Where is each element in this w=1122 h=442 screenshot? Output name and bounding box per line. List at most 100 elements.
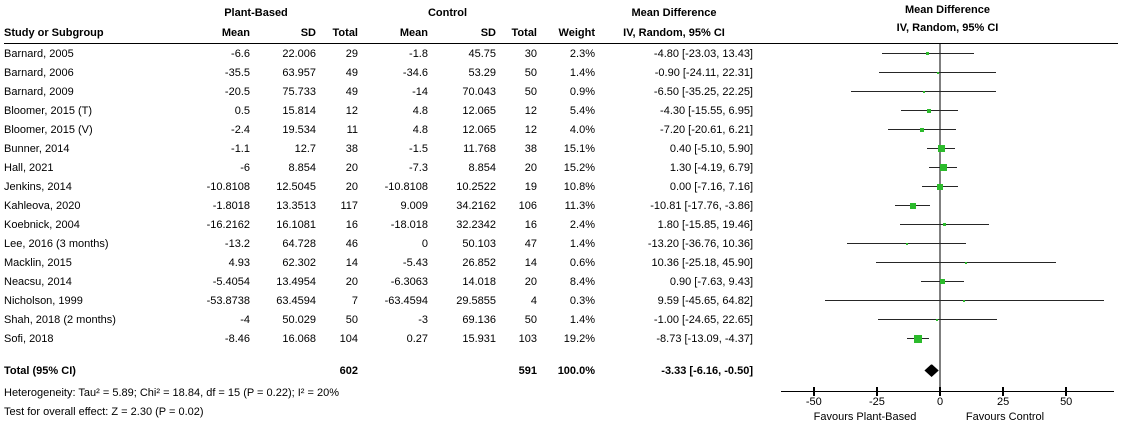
study-name: Hall, 2021 — [4, 161, 54, 174]
study-row: Bloomer, 2015 (V) -2.4 19.534 11 4.8 12.065 12… — [4, 120, 1118, 139]
axis-tick — [812, 387, 815, 396]
plant-total: 117 — [340, 199, 358, 212]
point-estimate-marker — [937, 145, 945, 152]
control-total: 12 — [524, 123, 537, 136]
zero-line — [939, 253, 941, 272]
effect-ci-text: -8.73 [-13.09, -4.37] — [656, 332, 753, 345]
plant-sd: 22.006 — [282, 47, 316, 60]
ci-plot-cell — [781, 101, 1114, 120]
study-name: Kahleova, 2020 — [4, 199, 81, 212]
control-total: 38 — [524, 142, 537, 155]
column-header-control-sd: SD — [480, 26, 496, 39]
plant-mean: -53.8738 — [206, 294, 250, 307]
zero-line — [939, 63, 941, 82]
plant-mean: -6 — [240, 161, 250, 174]
plant-total: 20 — [345, 180, 358, 193]
effect-header-plot-line2: IV, Random, 95% CI — [896, 22, 999, 34]
plant-mean: -5.4054 — [212, 275, 250, 288]
control-sd: 8.854 — [468, 161, 496, 174]
effect-ci-text: -4.80 [-23.03, 13.43] — [653, 47, 753, 60]
effect-ci-text: -10.81 [-17.76, -3.86] — [650, 199, 753, 212]
effect-ci-text: 1.80 [-15.85, 19.46] — [657, 218, 753, 231]
control-sd: 29.5855 — [456, 294, 496, 307]
ci-plot-cell — [781, 310, 1114, 329]
ci-plot-cell — [781, 44, 1114, 63]
total-label: Total (95% CI) — [4, 364, 76, 377]
point-estimate-marker — [939, 164, 947, 171]
plant-sd: 75.733 — [282, 85, 316, 98]
overall-effect-note: Test for overall effect: Z = 2.30 (P = 0… — [4, 406, 204, 418]
plant-sd: 8.854 — [288, 161, 316, 174]
plant-total: 46 — [345, 237, 358, 250]
study-row: Nicholson, 1999 -53.8738 63.4594 7 -63.4594 2… — [4, 291, 1118, 310]
plant-total: 7 — [351, 294, 358, 307]
control-mean: -1.8 — [409, 47, 428, 60]
study-name: Bloomer, 2015 (T) — [4, 104, 93, 117]
control-total: 106 — [518, 199, 537, 212]
effect-ci-text: 9.59 [-45.65, 64.82] — [657, 294, 753, 307]
study-row: Macklin, 2015 4.93 62.302 14 -5.43 26.852 14 0.… — [4, 253, 1118, 272]
study-name: Neacsu, 2014 — [4, 275, 72, 288]
plant-mean: -8.46 — [224, 332, 250, 345]
plant-mean: -16.2162 — [206, 218, 250, 231]
pooled-diamond — [924, 364, 939, 377]
weight: 0.6% — [569, 256, 595, 269]
control-total: 30 — [524, 47, 537, 60]
plant-mean: -35.5 — [224, 66, 250, 79]
zero-line — [939, 215, 941, 234]
zero-line — [939, 380, 941, 391]
total-control-total: 591 — [518, 364, 537, 377]
point-estimate-marker — [936, 71, 939, 74]
x-axis: Favours Plant-Based Favours Control -50 -… — [781, 380, 1114, 440]
effect-ci-text: -0.90 [-24.11, 22.31] — [654, 66, 753, 79]
zero-line — [939, 348, 941, 361]
plant-sd: 63.4594 — [276, 294, 316, 307]
point-estimate-marker — [965, 261, 968, 264]
zero-line — [939, 82, 941, 101]
column-header-plant-total: Total — [332, 26, 358, 39]
effect-ci-text: -6.50 [-35.25, 22.25] — [653, 85, 753, 98]
zero-line — [939, 196, 941, 215]
weight: 0.3% — [569, 294, 595, 307]
ci-plot-cell — [781, 253, 1114, 272]
point-estimate-marker — [919, 127, 924, 132]
effect-ci-text: -13.20 [-36.76, 10.36] — [647, 237, 753, 250]
total-plot-cell — [781, 361, 1114, 380]
effect-ci-text: -1.00 [-24.65, 22.65] — [653, 313, 753, 326]
point-estimate-marker — [926, 52, 930, 55]
plant-total: 50 — [345, 313, 358, 326]
study-name: Jenkins, 2014 — [4, 180, 72, 193]
weight: 1.4% — [569, 66, 595, 79]
control-mean: 4.8 — [412, 104, 428, 117]
ci-plot-cell — [781, 215, 1114, 234]
study-row: Barnard, 2009 -20.5 75.733 49 -14 70.043 50 0.9… — [4, 82, 1118, 101]
control-sd: 34.2162 — [456, 199, 496, 212]
plant-mean: -1.1 — [231, 142, 250, 155]
control-sd: 12.065 — [462, 123, 496, 136]
study-row: Neacsu, 2014 -5.4054 13.4954 20 -6.3063 14.01… — [4, 272, 1118, 291]
ci-plot-cell — [781, 348, 1114, 361]
plant-total: 29 — [345, 47, 358, 60]
plant-mean: -1.8018 — [212, 199, 250, 212]
control-sd: 12.065 — [462, 104, 496, 117]
plot-footer: Heterogeneity: Tau² = 5.89; Chi² = 18.84… — [4, 380, 1118, 440]
effect-ci-text: -7.20 [-20.61, 6.21] — [660, 123, 753, 136]
study-name: Nicholson, 1999 — [4, 294, 83, 307]
zero-line — [939, 291, 941, 310]
group-header-plant-based: Plant-Based — [224, 7, 288, 19]
study-name: Macklin, 2015 — [4, 256, 72, 269]
plant-sd: 19.534 — [282, 123, 316, 136]
effect-ci-text: 0.90 [-7.63, 9.43] — [669, 275, 753, 288]
control-sd: 15.931 — [462, 332, 496, 345]
plant-total: 14 — [345, 256, 358, 269]
column-header-weight: Weight — [558, 26, 595, 39]
zero-line — [939, 234, 941, 253]
plant-mean: -20.5 — [224, 85, 250, 98]
study-row: Lee, 2016 (3 months) -13.2 64.728 46 0 50.103… — [4, 234, 1118, 253]
weight: 0.9% — [569, 85, 595, 98]
weight: 4.0% — [569, 123, 595, 136]
point-estimate-marker — [927, 108, 932, 113]
ci-plot-cell — [781, 120, 1114, 139]
heterogeneity-note: Heterogeneity: Tau² = 5.89; Chi² = 18.84… — [4, 387, 339, 399]
